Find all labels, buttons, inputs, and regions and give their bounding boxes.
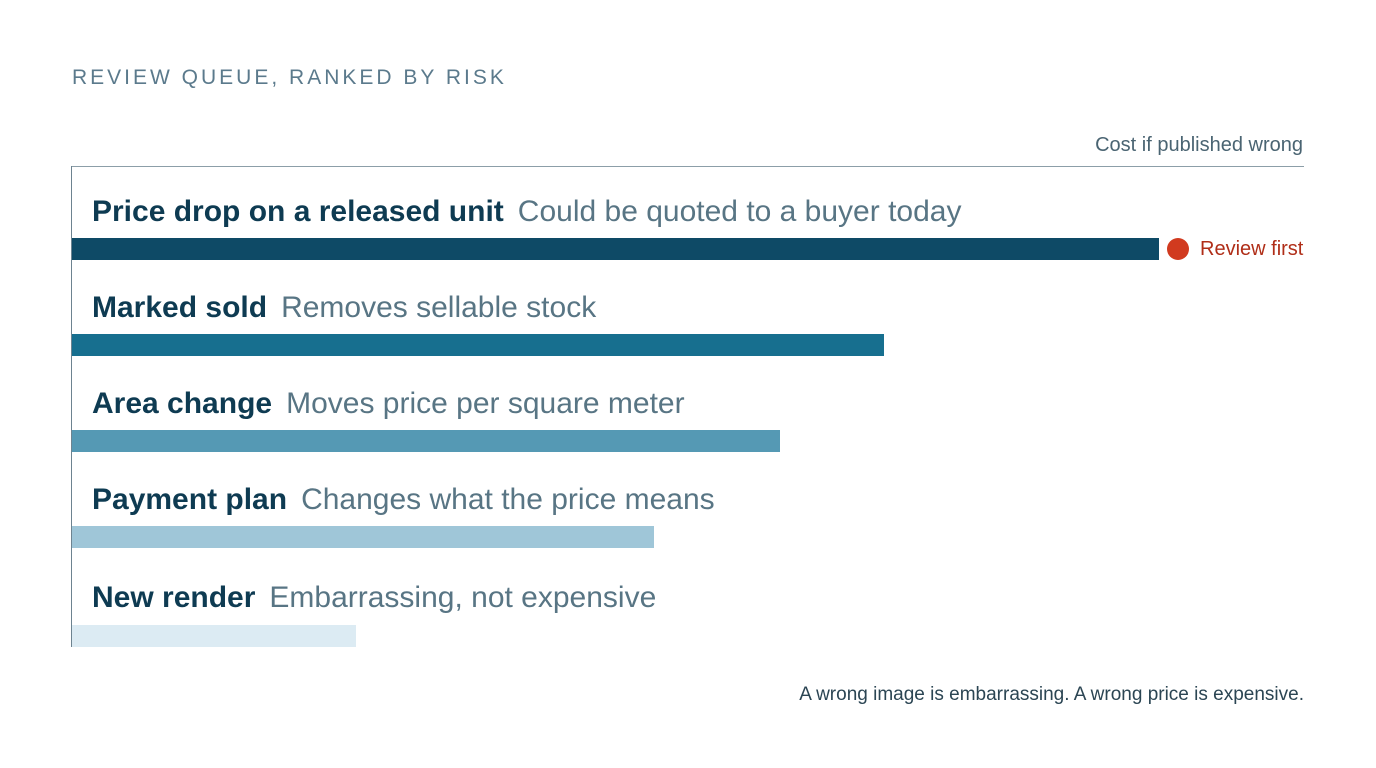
- category-name: New render: [92, 581, 256, 614]
- row-label: Payment plan Changes what the price means: [92, 482, 715, 518]
- category-description: Could be quoted to a buyer today: [517, 195, 962, 228]
- category-description: Changes what the price means: [301, 483, 715, 516]
- row-label: Marked sold Removes sellable stock: [92, 290, 596, 326]
- review-first-annotation: Review first: [1167, 232, 1303, 266]
- review-first-label: Review first: [1200, 237, 1304, 260]
- alert-dot-icon: [1167, 238, 1189, 260]
- row-label: Price drop on a released unit Could be qu…: [92, 194, 961, 230]
- category-name: Payment plan: [92, 483, 288, 516]
- category-name: Area change: [92, 387, 273, 420]
- row-label: New render Embarrassing, not expensive: [92, 580, 656, 616]
- category-name: Price drop on a released unit: [92, 195, 504, 228]
- bar: [72, 430, 780, 452]
- footnote: A wrong image is embarrassing. A wrong p…: [799, 684, 1304, 705]
- y-axis-line: [71, 166, 72, 647]
- category-description: Removes sellable stock: [281, 291, 597, 324]
- bar: [72, 526, 654, 548]
- category-name: Marked sold: [92, 291, 268, 324]
- row-label: Area change Moves price per square meter: [92, 386, 685, 422]
- top-rule: [72, 166, 1304, 167]
- x-axis-label: Cost if published wrong: [1095, 134, 1303, 156]
- chart-title: REVIEW QUEUE, RANKED BY RISK: [72, 66, 507, 89]
- bar: [72, 238, 1159, 260]
- category-description: Embarrassing, not expensive: [269, 581, 657, 614]
- bar: [72, 625, 356, 647]
- category-description: Moves price per square meter: [286, 387, 685, 420]
- bar: [72, 334, 884, 356]
